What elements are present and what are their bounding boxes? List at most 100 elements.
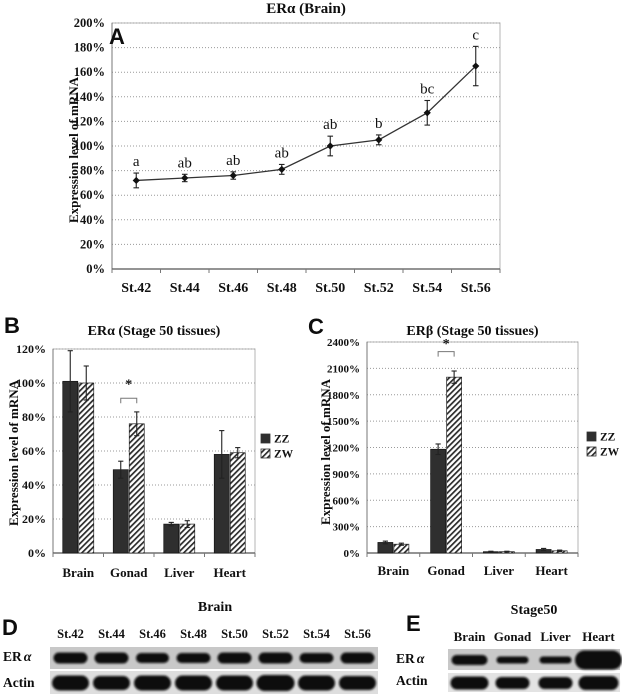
y-tick-label: 60% [80, 188, 105, 202]
lane-label: Brain [454, 629, 487, 644]
lane-label: Gonad [494, 629, 532, 644]
y-tick-label: 60% [22, 444, 46, 458]
blot-band [136, 653, 169, 663]
data-point-marker [375, 136, 383, 144]
chart-a-ylabel: Expression level of mRNA [66, 77, 81, 224]
data-point-marker [229, 171, 237, 180]
bar-zw [229, 452, 246, 554]
blot-d-row-label-actin: Actin [3, 676, 35, 690]
lane-label: St.48 [180, 627, 207, 641]
x-category-label: Brain [377, 563, 410, 578]
x-category-label: St.48 [267, 281, 297, 296]
lane-label: St.44 [98, 627, 125, 641]
blot-e-row-era-prefix: ER [396, 651, 415, 666]
y-tick-label: 80% [22, 410, 46, 424]
significance-letter: ab [323, 117, 337, 133]
blot-band [94, 652, 129, 664]
y-tick-label: 20% [80, 237, 105, 251]
y-tick-label: 1500% [327, 416, 360, 428]
blot-e-row-label-actin: Actin [396, 674, 428, 688]
data-point-marker [181, 174, 189, 182]
blot-band [539, 656, 572, 664]
blot-band [53, 652, 88, 664]
panel-e-letter: E [406, 611, 421, 636]
panel-d-letter: D [2, 615, 18, 640]
blot-strip [448, 673, 620, 692]
bar-zw [179, 523, 196, 554]
lane-label: St.54 [303, 627, 330, 641]
blot-band [450, 676, 489, 690]
y-tick-label: 140% [74, 90, 105, 104]
bar-zz [163, 523, 180, 554]
x-category-label: St.46 [218, 281, 248, 296]
lane-label: Liver [540, 629, 571, 644]
y-tick-label: 2100% [327, 363, 360, 375]
blot-strip [50, 671, 378, 694]
blot-band [52, 675, 89, 691]
blot-band [339, 676, 376, 690]
blot-band [575, 650, 622, 670]
lane-label: St.46 [139, 627, 166, 641]
y-tick-label: 180% [74, 41, 105, 55]
chart-b-title: ERα (Stage 50 tissues) [87, 324, 221, 339]
y-tick-label: 300% [333, 522, 361, 534]
chart-b-ylabel: Expression level of mRNA [6, 380, 21, 527]
bar-zw [446, 376, 462, 554]
y-tick-label: 40% [22, 478, 46, 492]
lane-label: St.42 [57, 627, 84, 641]
y-tick-label: 600% [333, 495, 361, 507]
blot-band [340, 652, 375, 664]
significance-letter: bc [420, 81, 435, 97]
x-category-label: Liver [484, 563, 515, 578]
data-point-marker [472, 62, 480, 70]
lane-label: Heart [582, 629, 615, 644]
significance-letter: ab [178, 155, 192, 171]
y-tick-label: 100% [74, 139, 105, 153]
y-tick-label: 0% [86, 262, 105, 276]
blot-band [175, 675, 212, 691]
significance-star: * [443, 337, 450, 352]
x-category-label: St.56 [461, 281, 491, 296]
y-tick-label: 1800% [327, 390, 360, 402]
blot-d-row-label-era: ER α [3, 650, 32, 665]
legend-swatch-zz [260, 433, 271, 444]
lane-label: St.50 [221, 627, 248, 641]
legend-swatch-zw [260, 448, 271, 459]
blot-band [256, 675, 295, 691]
chart-c-ylabel: Expression level of mRNA [318, 379, 333, 526]
blot-band [299, 653, 334, 663]
x-category-label: Heart [214, 565, 247, 580]
y-tick-label: 160% [74, 65, 105, 79]
bar-zw [128, 423, 145, 554]
significance-letter: b [375, 116, 383, 132]
lane-label: St.56 [344, 627, 371, 641]
chart-a-title: ERα (Brain) [266, 1, 346, 17]
blot-band [217, 652, 252, 664]
y-tick-label: 0% [28, 546, 46, 560]
panel-c-letter: C [308, 314, 324, 339]
x-category-label: St.50 [315, 281, 345, 296]
data-point-marker [132, 176, 140, 185]
significance-bracket [437, 351, 455, 357]
legend-swatch-zw [586, 446, 597, 457]
x-category-label: Brain [62, 565, 95, 580]
blot-d-row-era-symbol: α [23, 650, 32, 665]
blot-band [538, 677, 573, 689]
x-category-label: St.52 [364, 281, 394, 296]
panel-a-letter: A [109, 24, 125, 49]
significance-letter: a [133, 154, 140, 170]
x-category-label: St.54 [412, 281, 442, 296]
y-tick-label: 40% [80, 213, 105, 227]
y-tick-label: 120% [74, 114, 105, 128]
x-category-label: St.44 [170, 281, 200, 296]
panel-b-letter: B [4, 313, 20, 338]
y-tick-label: 200% [74, 16, 105, 30]
x-category-label: Gonad [427, 563, 465, 578]
y-tick-label: 1200% [327, 443, 360, 455]
legend-label: ZZ [600, 432, 616, 444]
bar-zw [78, 382, 95, 554]
legend-label: ZW [274, 449, 294, 461]
legend-label: ZW [600, 447, 620, 459]
lane-label: St.52 [262, 627, 289, 641]
